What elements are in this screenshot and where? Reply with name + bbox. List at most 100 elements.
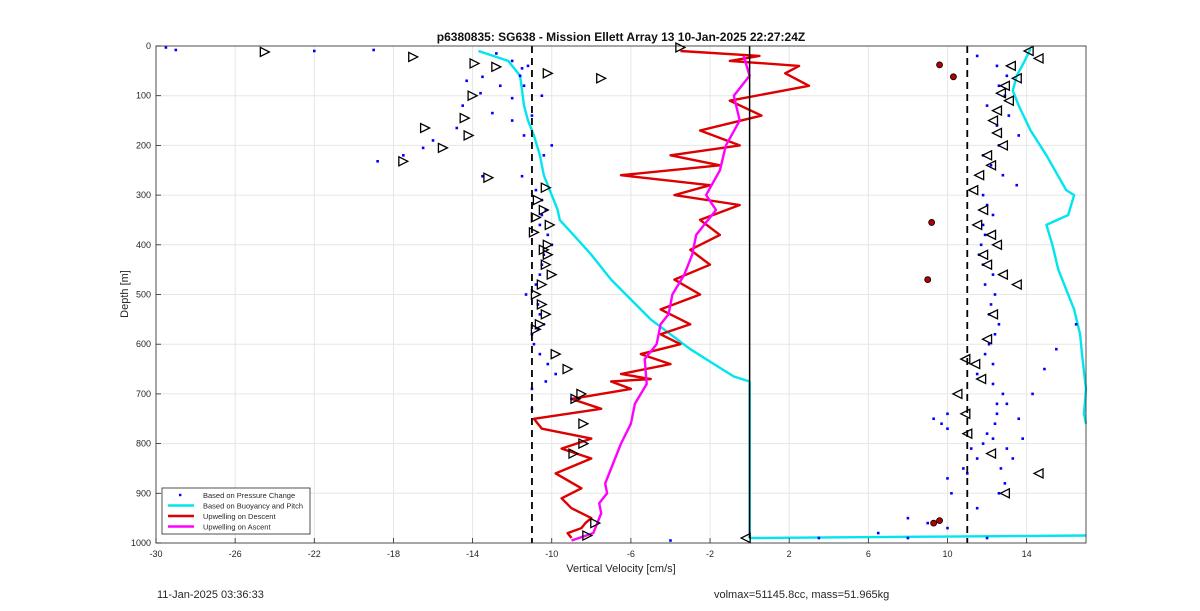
y-tick-label: 200 [136, 140, 151, 150]
pressure-change-point [312, 49, 316, 53]
pressure-change-point [491, 111, 494, 115]
triangle-marker [971, 219, 983, 231]
triangle-marker [951, 388, 963, 400]
red-point [950, 73, 957, 81]
triangle-marker [991, 127, 1003, 139]
pressure-change-point [906, 516, 910, 520]
triangle-marker [530, 211, 542, 224]
y-tick-label: 100 [136, 91, 151, 101]
pressure-change-point [544, 380, 548, 383]
pressure-change-point [999, 467, 1003, 470]
pressure-change-point [979, 243, 983, 247]
pressure-change-point [546, 362, 550, 366]
triangle-marker [398, 155, 410, 167]
y-tick-label: 1000 [131, 538, 151, 548]
footer-timestamp: 11-Jan-2025 03:36:33 [157, 589, 264, 601]
legend-label: Upwelling on Ascent [203, 523, 271, 532]
pressure-change-point [965, 472, 969, 475]
triangle-marker [959, 408, 971, 420]
triangle-marker [534, 318, 546, 330]
triangle-marker [540, 259, 552, 271]
pressure-change-point [421, 146, 425, 150]
pressure-change-point [983, 283, 987, 286]
pressure-change-point [465, 79, 468, 83]
triangle-marker [985, 447, 997, 460]
pressure-change-point [876, 531, 880, 535]
pressure-change-point [975, 54, 979, 58]
pressure-change-point [981, 442, 985, 445]
pressure-change-point [995, 402, 999, 406]
pressure-change-point [997, 323, 1001, 326]
pressure-change-point [542, 154, 546, 157]
legend-label: Based on Pressure Change [203, 491, 295, 500]
pressure-change-point [969, 447, 973, 450]
pressure-change-point [975, 372, 979, 376]
triangle-marker [530, 323, 542, 335]
red-point [924, 276, 932, 283]
triangle-marker [1032, 52, 1044, 64]
triangle-marker [408, 51, 420, 63]
y-tick-label: 900 [136, 488, 151, 498]
triangle-marker [996, 139, 1009, 151]
pressure-change-point [520, 67, 524, 70]
pressure-change-point [1005, 402, 1009, 406]
pressure-change-point [1074, 323, 1078, 326]
triangle-marker [562, 363, 574, 375]
pressure-change-point [946, 526, 949, 530]
pressure-change-point [995, 124, 999, 127]
pressure-change-point [981, 223, 985, 227]
pressure-change-point [983, 352, 987, 356]
triangle-marker [994, 87, 1007, 99]
triangle-marker [463, 129, 475, 142]
pressure-change-point [985, 432, 989, 435]
triangle-marker [739, 532, 751, 544]
pressure-change-point [989, 163, 993, 167]
triangle-marker [578, 418, 590, 430]
pressure-change-point [550, 144, 554, 147]
grid [155, 45, 1086, 544]
pressure-change-point [940, 422, 943, 426]
pressure-change-point [993, 293, 997, 296]
x-tick-label: -6 [627, 549, 635, 559]
triangle-marker [973, 169, 985, 181]
triangle-marker [483, 172, 495, 184]
red-point [928, 219, 936, 226]
pressure-change-point [481, 75, 484, 79]
triangle-marker [998, 80, 1011, 92]
triangle-marker [467, 90, 479, 102]
pressure-change-point [498, 84, 502, 88]
pressure-change-point [985, 536, 989, 540]
y-tick-label: 700 [136, 389, 151, 399]
pressure-change-point [991, 382, 995, 386]
pressure-change-point [534, 283, 538, 286]
x-tick-label: 6 [866, 549, 871, 559]
triangle-marker [1010, 72, 1022, 84]
triangle-marker [542, 249, 554, 261]
triangle-marker [542, 67, 554, 79]
triangle-marker [596, 72, 608, 84]
x-tick-label: 10 [942, 549, 952, 559]
pressure-change-point [989, 303, 993, 306]
pressure-change-point [495, 52, 498, 55]
pressure-change-point [540, 94, 544, 97]
pressure-change-point [530, 114, 534, 117]
pressure-change-point [926, 521, 930, 525]
triangle-marker [991, 239, 1003, 251]
pressure-change-point [1043, 367, 1046, 371]
pressure-change-point [1007, 114, 1011, 117]
y-tick-label: 500 [136, 290, 151, 300]
pressure-change-point [540, 213, 544, 217]
pressure-change-point [481, 174, 484, 178]
legend-label: Based on Buoyancy and Pitch [203, 502, 303, 511]
series-line [1011, 47, 1088, 424]
pressure-change-point [1017, 134, 1021, 137]
pressure-change-point [372, 48, 375, 52]
pressure-change-point [532, 342, 536, 346]
pressure-change-point [376, 160, 379, 163]
pressure-change-point [402, 154, 405, 157]
chart-title: p6380835: SG638 - Mission Ellett Array 1… [437, 30, 805, 44]
x-tick-label: -2 [706, 549, 714, 559]
triangle-marker [538, 204, 550, 216]
pressure-change-point [946, 427, 949, 430]
triangle-marker [1010, 279, 1022, 291]
